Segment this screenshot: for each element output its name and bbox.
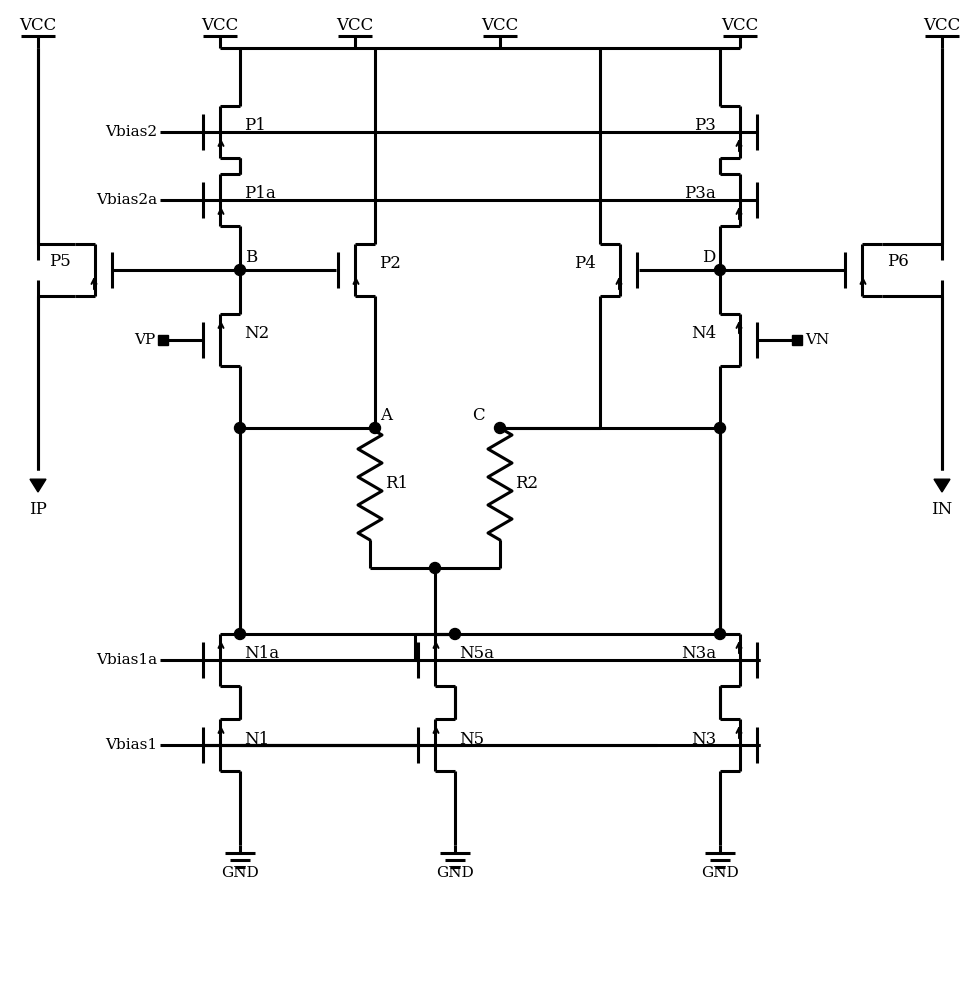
- Text: C: C: [472, 406, 485, 424]
- Text: VCC: VCC: [201, 16, 238, 33]
- Text: R2: R2: [515, 476, 537, 492]
- Bar: [158, 335, 168, 345]
- Text: P2: P2: [379, 255, 401, 272]
- Text: N3a: N3a: [680, 646, 715, 662]
- Text: GND: GND: [701, 866, 738, 880]
- Circle shape: [369, 422, 380, 434]
- Text: D: D: [701, 248, 714, 265]
- Text: VN: VN: [804, 333, 828, 347]
- Text: IN: IN: [930, 502, 952, 518]
- Text: IP: IP: [29, 502, 47, 518]
- Text: GND: GND: [221, 866, 259, 880]
- Circle shape: [714, 629, 725, 640]
- Text: Vbias1: Vbias1: [105, 738, 157, 752]
- Text: N1: N1: [243, 730, 269, 748]
- Text: GND: GND: [436, 866, 474, 880]
- Text: Vbias1a: Vbias1a: [96, 653, 157, 667]
- Circle shape: [714, 264, 725, 275]
- Circle shape: [429, 562, 440, 574]
- Text: A: A: [380, 406, 392, 424]
- Circle shape: [714, 422, 725, 434]
- Circle shape: [449, 629, 460, 640]
- Circle shape: [234, 422, 245, 434]
- Polygon shape: [30, 479, 46, 492]
- Text: VCC: VCC: [336, 16, 373, 33]
- Text: N4: N4: [690, 326, 715, 342]
- Circle shape: [234, 264, 245, 275]
- Text: B: B: [245, 248, 257, 265]
- Text: VCC: VCC: [481, 16, 518, 33]
- Text: VCC: VCC: [721, 16, 758, 33]
- Circle shape: [494, 422, 505, 434]
- Text: P3: P3: [694, 117, 715, 134]
- Text: R1: R1: [385, 476, 407, 492]
- Circle shape: [234, 629, 245, 640]
- Text: P6: P6: [886, 253, 908, 270]
- Text: N5: N5: [458, 730, 484, 748]
- Text: VCC: VCC: [922, 16, 959, 33]
- Text: Vbias2a: Vbias2a: [96, 193, 157, 207]
- Text: N5a: N5a: [458, 646, 493, 662]
- Text: VP: VP: [134, 333, 154, 347]
- Bar: [791, 335, 801, 345]
- Text: P1a: P1a: [243, 186, 276, 202]
- Text: P5: P5: [49, 253, 71, 270]
- Text: Vbias2: Vbias2: [105, 125, 157, 139]
- Text: N1a: N1a: [243, 646, 278, 662]
- Text: P4: P4: [573, 255, 595, 272]
- Text: N2: N2: [243, 326, 269, 342]
- Text: VCC: VCC: [20, 16, 57, 33]
- Text: P3a: P3a: [684, 186, 715, 202]
- Text: P1: P1: [243, 117, 266, 134]
- Polygon shape: [933, 479, 949, 492]
- Text: N3: N3: [690, 730, 715, 748]
